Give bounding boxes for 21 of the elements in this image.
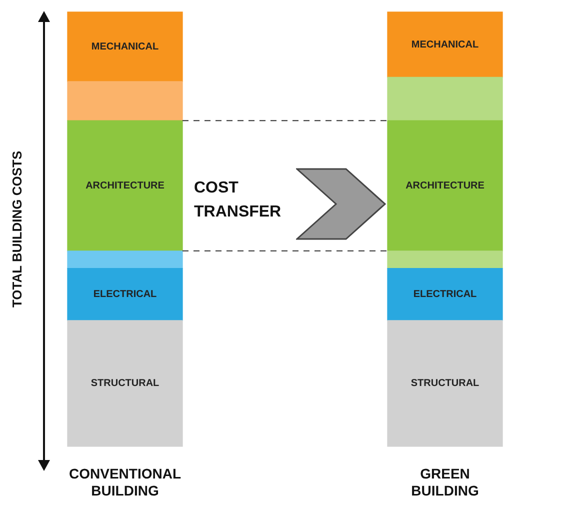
- bar: [67, 81, 183, 121]
- y-axis-title: TOTAL BUILDING COSTS: [10, 150, 25, 308]
- bar: [67, 320, 183, 447]
- text: STRUCTURAL: [90, 378, 160, 390]
- series-label: ARCHITECTURE: [406, 180, 485, 192]
- bar: [67, 120, 183, 252]
- text: ARCHITECTURE: [86, 180, 164, 192]
- x-tick-label: CONVENTIONAL BUILDING: [69, 466, 182, 498]
- x-tick-label: GREEN BUILDING: [411, 466, 479, 498]
- bar: [67, 12, 183, 82]
- annotation: COST TRANSFER: [194, 179, 282, 220]
- series-label: STRUCTURAL: [410, 378, 480, 390]
- text: ELECTRICAL: [413, 289, 477, 300]
- text: MECHANICAL: [91, 42, 159, 52]
- series-label: ELECTRICAL: [93, 289, 157, 300]
- bar: [67, 250, 183, 269]
- bar: [387, 268, 503, 321]
- bar: [387, 320, 503, 447]
- bar: [67, 268, 183, 321]
- series-label: MECHANICAL: [411, 39, 479, 50]
- bar: [387, 12, 503, 78]
